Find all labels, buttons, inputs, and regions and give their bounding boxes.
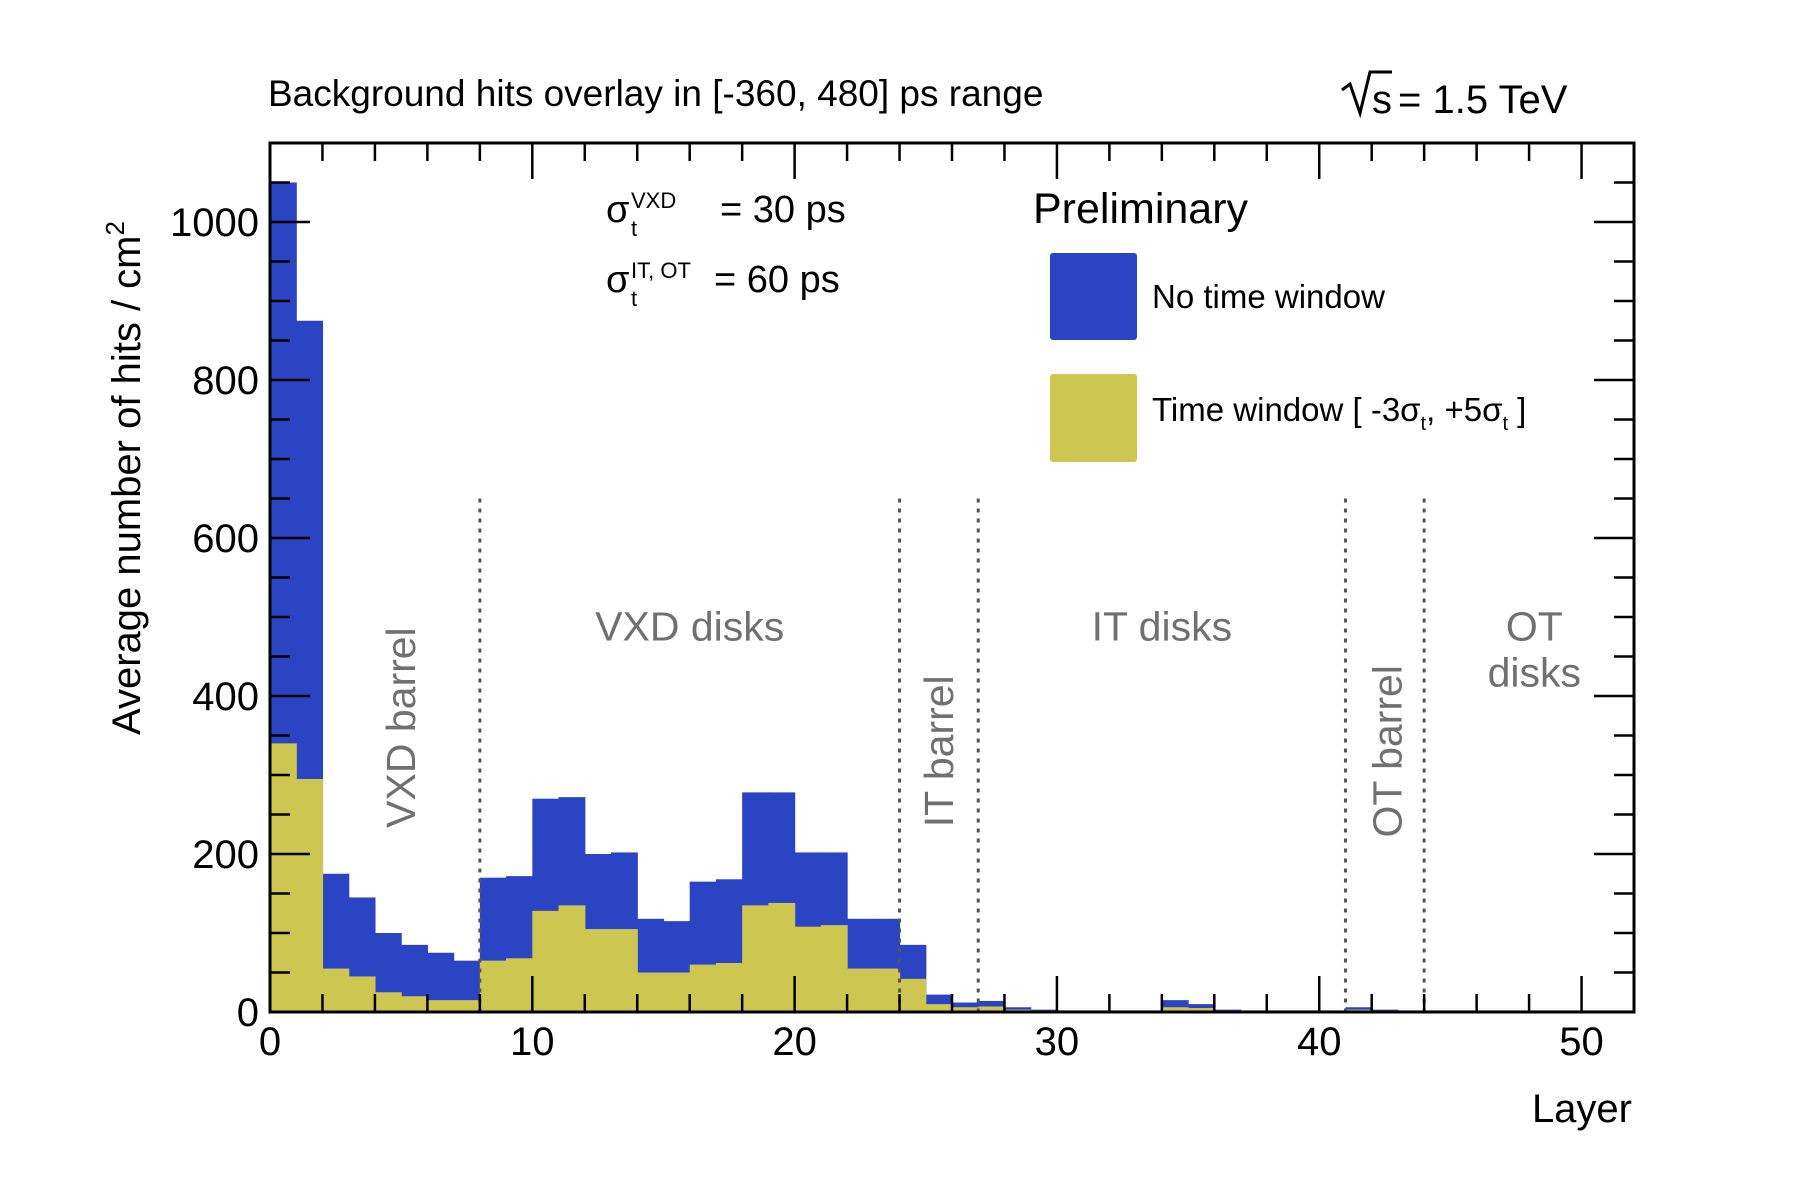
legend-time-window-text: Time window [ -3σt, +5σt ] (1152, 391, 1526, 435)
series-no-time-window-bars (270, 182, 1635, 1012)
sigma-vxd-sub: t (631, 216, 637, 241)
legend-tw-end: ] (1508, 391, 1526, 428)
legend-tw-mid: , +5σ (1426, 391, 1502, 428)
series-time-window-bars (270, 743, 1635, 1012)
energy-label: s = 1.5 TeV (1341, 70, 1568, 122)
bar-time-window-6 (427, 1000, 455, 1012)
bar-time-window-27 (978, 1006, 1006, 1012)
y-tick-label-400: 400 (192, 675, 259, 719)
y-tick-label-0: 0 (237, 991, 259, 1035)
x-tick-label-10: 10 (510, 1020, 555, 1064)
sigma-itot-sup: IT, OT (631, 258, 691, 283)
y-axis-label-text: Average number of hits / cm (105, 236, 149, 736)
bar-time-window-9 (506, 958, 533, 1012)
region-label-1-line-0: VXD disks (595, 604, 784, 650)
bar-time-window-26 (952, 1007, 979, 1012)
bar-time-window-10 (532, 910, 560, 1012)
chart-title: Background hits overlay in [-360, 480] p… (268, 73, 1043, 114)
x-tick-label-0: 0 (259, 1020, 281, 1064)
sigma-vxd-sup: VXD (631, 188, 676, 213)
sigma-vxd-value: = 30 ps (720, 189, 846, 231)
bar-time-window-35 (1188, 1008, 1215, 1012)
bar-time-window-23 (873, 968, 901, 1012)
bar-no-time-window-34 (1161, 1000, 1189, 1012)
axis-ticks (268, 141, 1636, 1014)
region-label-5-line-0: OT (1506, 604, 1563, 650)
bar-time-window-3 (348, 976, 376, 1012)
region-label-4: OT barrel (1364, 665, 1410, 837)
x-tick-label-30: 30 (1035, 1020, 1080, 1064)
bar-time-window-34 (1161, 1007, 1189, 1012)
region-label-3-line-0: IT disks (1092, 604, 1233, 650)
bar-time-window-24 (899, 978, 927, 1012)
sigma-vxd-symbol: σ (606, 189, 629, 231)
legend-tw-sub1: t (1421, 413, 1427, 435)
sigma-annotations: σ t VXD = 30 ps σ t IT, OT = 60 ps (606, 188, 846, 311)
bar-time-window-7 (453, 1000, 481, 1012)
energy-value: = 1.5 TeV (1398, 78, 1568, 122)
region-label-2: IT barrel (916, 675, 962, 827)
legend: No time window Time window [ -3σt, +5σt … (1050, 253, 1526, 462)
bar-time-window-16 (689, 964, 717, 1012)
bar-time-window-5 (401, 996, 428, 1012)
legend-label-time-window: Time window [ -3σt, +5σt ] (1152, 391, 1526, 435)
region-label-0: VXD barrel (378, 627, 424, 828)
legend-swatch-no-time-window (1050, 253, 1137, 340)
legend-tw-part1: Time window [ -3σ (1152, 391, 1421, 428)
energy-root: s (1372, 78, 1392, 122)
bar-time-window-22 (847, 968, 874, 1012)
x-tick-label-20: 20 (772, 1020, 817, 1064)
y-tick-label-800: 800 (192, 359, 259, 403)
bar-time-window-21 (820, 925, 848, 1012)
y-axis-label-group: Average number of hits / cm2 (100, 221, 149, 735)
sqrt-symbol (1341, 70, 1392, 119)
x-tick-label-50: 50 (1559, 1020, 1604, 1064)
bar-time-window-2 (322, 968, 350, 1012)
x-tick-label-40: 40 (1297, 1020, 1342, 1064)
bar-time-window-0 (270, 743, 297, 1012)
plot-frame (268, 141, 1636, 1014)
region-label-5: OT disks (1488, 604, 1581, 696)
bar-time-window-11 (558, 905, 586, 1012)
sigma-itot-symbol: σ (606, 259, 629, 301)
x-axis-label: Layer (1532, 1087, 1632, 1131)
bar-time-window-15 (663, 972, 691, 1012)
bar-time-window-13 (611, 929, 638, 1012)
bar-time-window-18 (742, 905, 769, 1012)
region-labels: VXD barrel VXD disks IT barrel IT disks OT b… (378, 604, 1581, 838)
bar-time-window-12 (584, 929, 612, 1012)
bar-time-window-14 (637, 972, 665, 1012)
sigma-itot-sub: t (631, 286, 637, 311)
y-tick-label-200: 200 (192, 833, 259, 877)
y-tick-label-600: 600 (192, 517, 259, 561)
y-tick-label-1000: 1000 (170, 201, 259, 245)
bar-time-window-25 (925, 1004, 953, 1012)
legend-label-no-time-window: No time window (1152, 278, 1385, 315)
region-label-1: VXD disks (595, 604, 784, 650)
preliminary-label: Preliminary (1033, 185, 1249, 233)
sigma-itot-value: = 60 ps (714, 259, 840, 301)
y-axis-label-sup: 2 (100, 221, 130, 235)
y-axis-label: Average number of hits / cm2 (100, 221, 149, 735)
region-label-3: IT disks (1092, 604, 1233, 650)
bar-time-window-17 (715, 963, 743, 1012)
bar-time-window-20 (794, 926, 822, 1012)
axis-tick-labels: 0 10 20 30 40 50 0 200 400 600 800 1000 (170, 201, 1604, 1064)
bar-time-window-8 (479, 960, 507, 1012)
bar-time-window-4 (374, 992, 402, 1012)
bar-time-window-1 (296, 778, 324, 1012)
region-label-5-line-1: disks (1488, 650, 1581, 696)
legend-swatch-time-window (1050, 374, 1137, 462)
legend-tw-sub2: t (1502, 413, 1508, 435)
bar-time-window-19 (768, 902, 796, 1012)
